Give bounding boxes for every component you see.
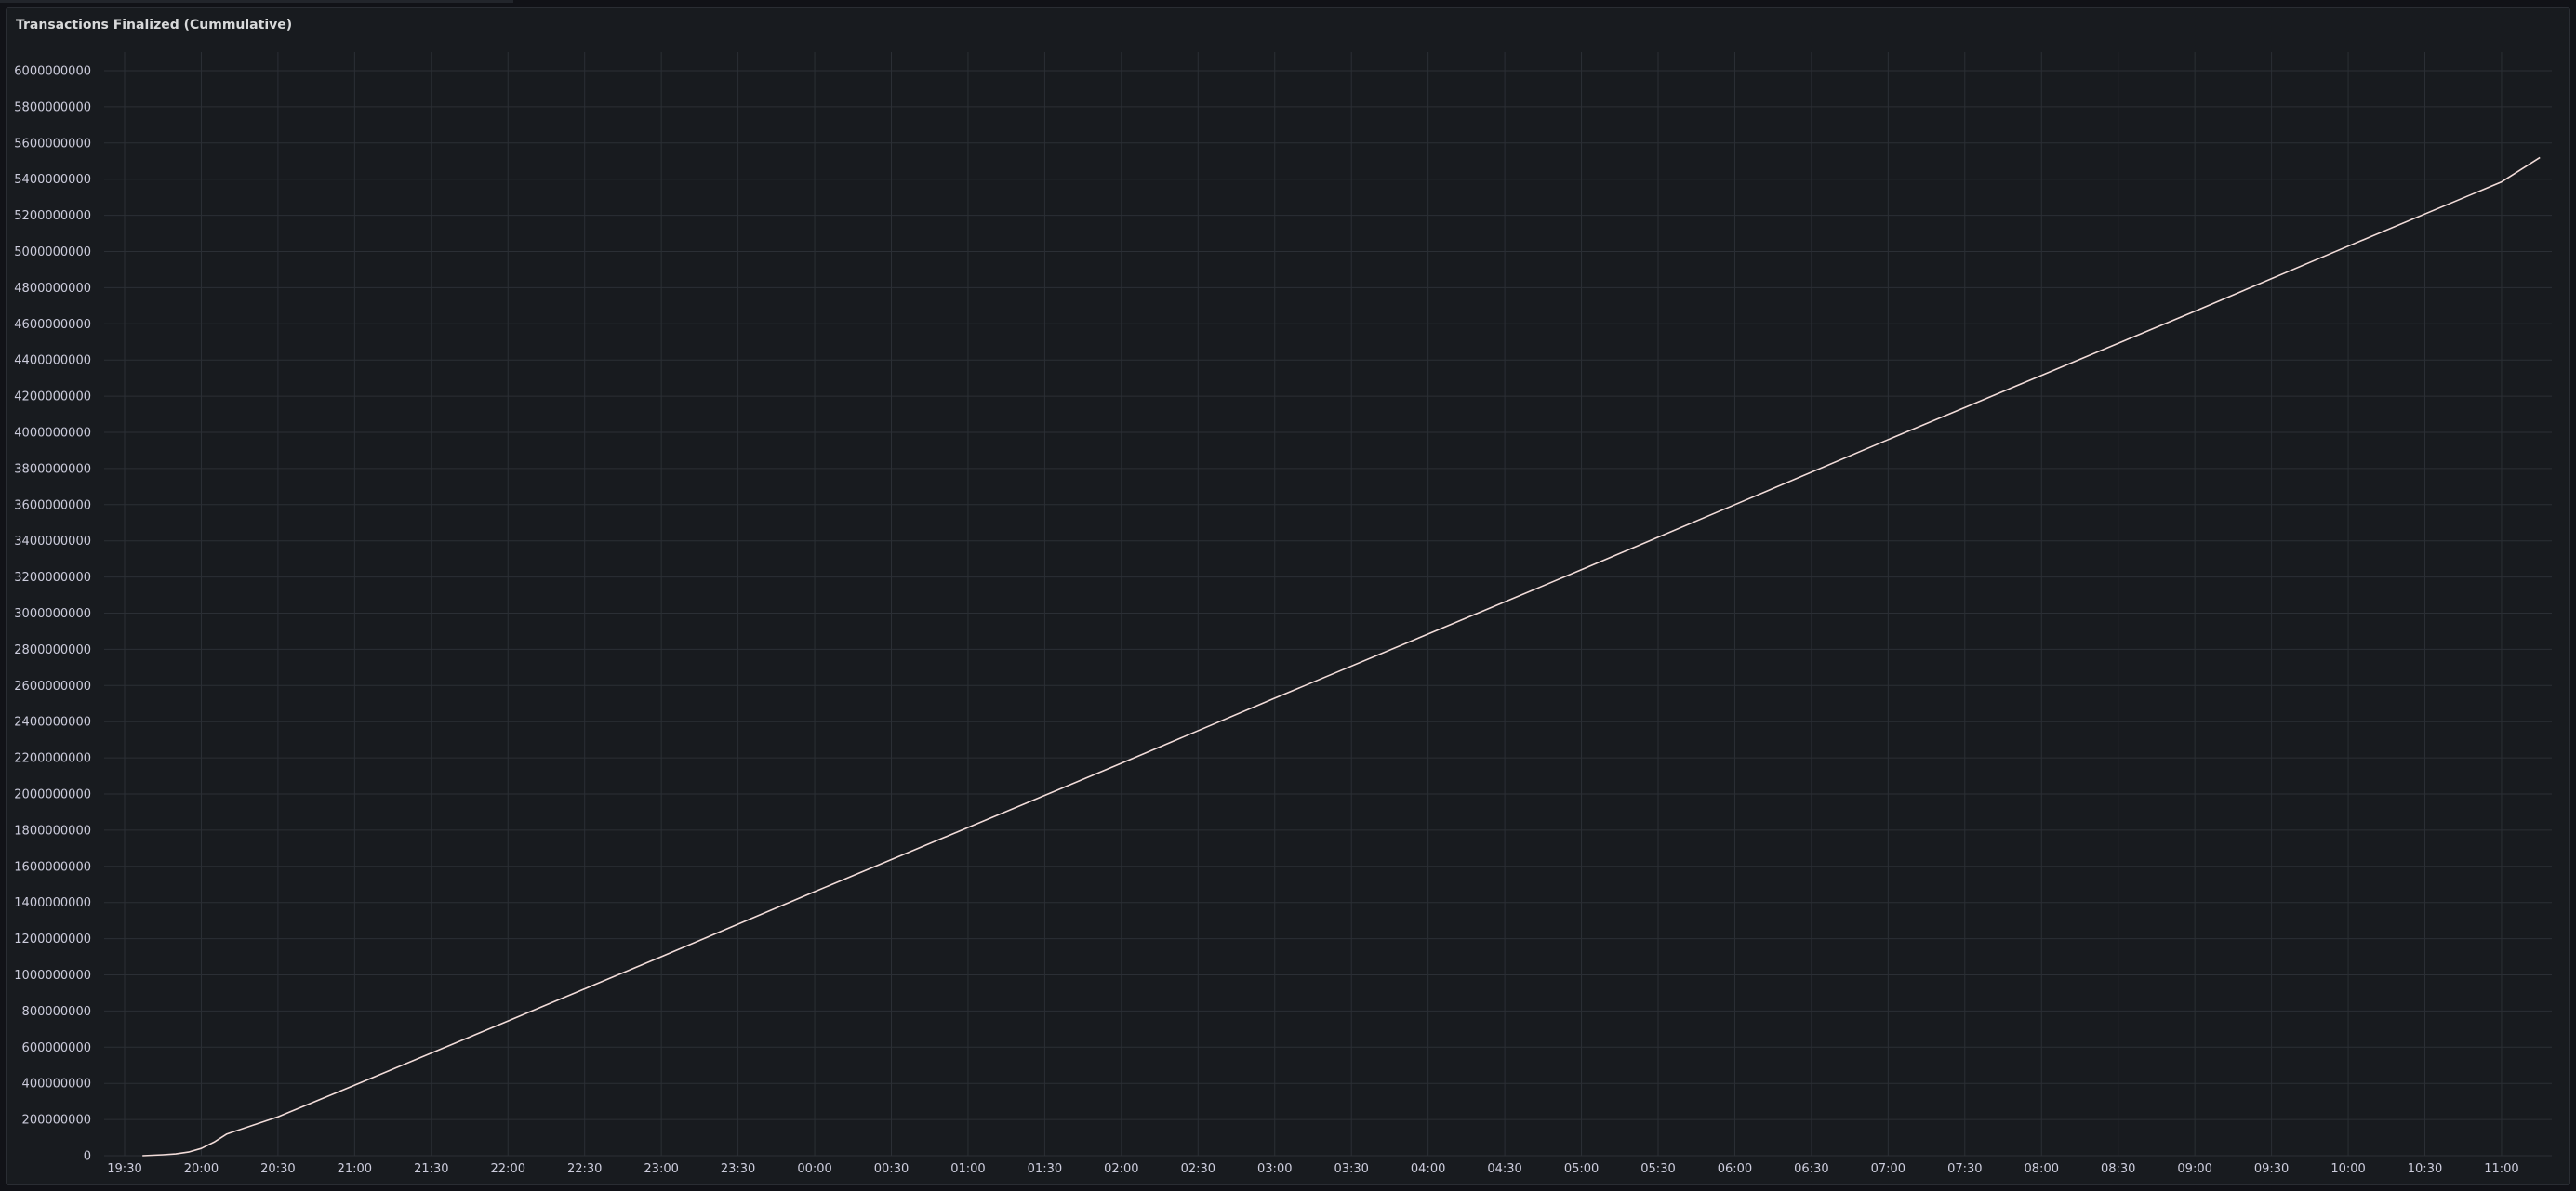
x-tick-label: 00:30 xyxy=(874,1162,909,1176)
y-tick-label: 5200000000 xyxy=(14,209,91,223)
x-tick-label: 04:00 xyxy=(1411,1162,1445,1176)
y-tick-label: 2600000000 xyxy=(14,680,91,694)
x-tick-label: 10:00 xyxy=(2330,1162,2365,1176)
x-tick-label: 01:30 xyxy=(1028,1162,1062,1176)
y-tick-label: 4600000000 xyxy=(14,318,91,332)
y-tick-label: 3200000000 xyxy=(14,571,91,585)
x-tick-label: 19:30 xyxy=(107,1162,141,1176)
y-tick-label: 2400000000 xyxy=(14,716,91,730)
x-tick-label: 20:30 xyxy=(260,1162,295,1176)
x-tick-label: 10:30 xyxy=(2408,1162,2442,1176)
y-tick-label: 6000000000 xyxy=(14,65,91,79)
y-tick-label: 5000000000 xyxy=(14,245,91,259)
series-line[interactable] xyxy=(142,156,2541,1157)
y-tick-label: 3800000000 xyxy=(14,462,91,476)
x-tick-label: 00:00 xyxy=(797,1162,831,1176)
x-tick-label: 21:00 xyxy=(338,1162,372,1176)
y-tick-label: 1400000000 xyxy=(14,896,91,910)
y-tick-label: 3400000000 xyxy=(14,535,91,549)
x-tick-label: 05:30 xyxy=(1640,1162,1675,1176)
y-tick-label: 400000000 xyxy=(22,1078,91,1092)
x-tick-label: 04:30 xyxy=(1487,1162,1521,1176)
x-tick-label: 09:00 xyxy=(2177,1162,2211,1176)
y-tick-label: 2800000000 xyxy=(14,643,91,657)
x-tick-label: 22:30 xyxy=(567,1162,602,1176)
y-tick-label: 1000000000 xyxy=(14,969,91,983)
x-tick-label: 05:00 xyxy=(1564,1162,1599,1176)
x-tick-label: 11:00 xyxy=(2484,1162,2518,1176)
y-tick-label: 4200000000 xyxy=(14,390,91,404)
x-tick-label: 01:00 xyxy=(950,1162,985,1176)
y-tick-label: 5800000000 xyxy=(14,100,91,114)
x-tick-label: 20:00 xyxy=(184,1162,219,1176)
x-tick-label: 07:00 xyxy=(1871,1162,1905,1176)
y-tick-label: 600000000 xyxy=(22,1041,91,1055)
y-tick-label: 2000000000 xyxy=(14,788,91,802)
x-tick-label: 22:00 xyxy=(491,1162,525,1176)
y-tick-label: 2200000000 xyxy=(14,752,91,766)
x-tick-label: 06:00 xyxy=(1718,1162,1752,1176)
x-tick-label: 08:00 xyxy=(2025,1162,2059,1176)
y-tick-label: 1200000000 xyxy=(14,933,91,946)
y-tick-label: 200000000 xyxy=(22,1114,91,1128)
x-tick-label: 21:30 xyxy=(414,1162,448,1176)
x-tick-label: 23:30 xyxy=(721,1162,755,1176)
y-tick-label: 0 xyxy=(84,1150,91,1164)
x-tick-label: 23:00 xyxy=(644,1162,678,1176)
x-tick-label: 02:00 xyxy=(1104,1162,1138,1176)
x-tick-label: 08:30 xyxy=(2101,1162,2135,1176)
chart-panel: Transactions Finalized (Cummulative) xyxy=(6,7,2570,1185)
y-tick-label: 3000000000 xyxy=(14,607,91,621)
y-tick-label: 4400000000 xyxy=(14,354,91,368)
x-tick-label: 03:30 xyxy=(1334,1162,1368,1176)
panel-title[interactable]: Transactions Finalized (Cummulative) xyxy=(16,18,293,33)
y-tick-label: 1600000000 xyxy=(14,860,91,874)
top-strip xyxy=(0,0,513,3)
x-tick-label: 02:30 xyxy=(1181,1162,1215,1176)
y-tick-label: 4800000000 xyxy=(14,282,91,296)
y-tick-label: 800000000 xyxy=(22,1005,91,1019)
y-tick-label: 1800000000 xyxy=(14,824,91,838)
y-tick-label: 5600000000 xyxy=(14,137,91,151)
x-tick-label: 03:00 xyxy=(1257,1162,1292,1176)
x-tick-label: 09:30 xyxy=(2254,1162,2289,1176)
y-tick-label: 4000000000 xyxy=(14,427,91,441)
x-tick-label: 07:30 xyxy=(1947,1162,1982,1176)
x-tick-label: 06:30 xyxy=(1794,1162,1828,1176)
y-tick-label: 3600000000 xyxy=(14,498,91,512)
y-tick-label: 5400000000 xyxy=(14,173,91,187)
